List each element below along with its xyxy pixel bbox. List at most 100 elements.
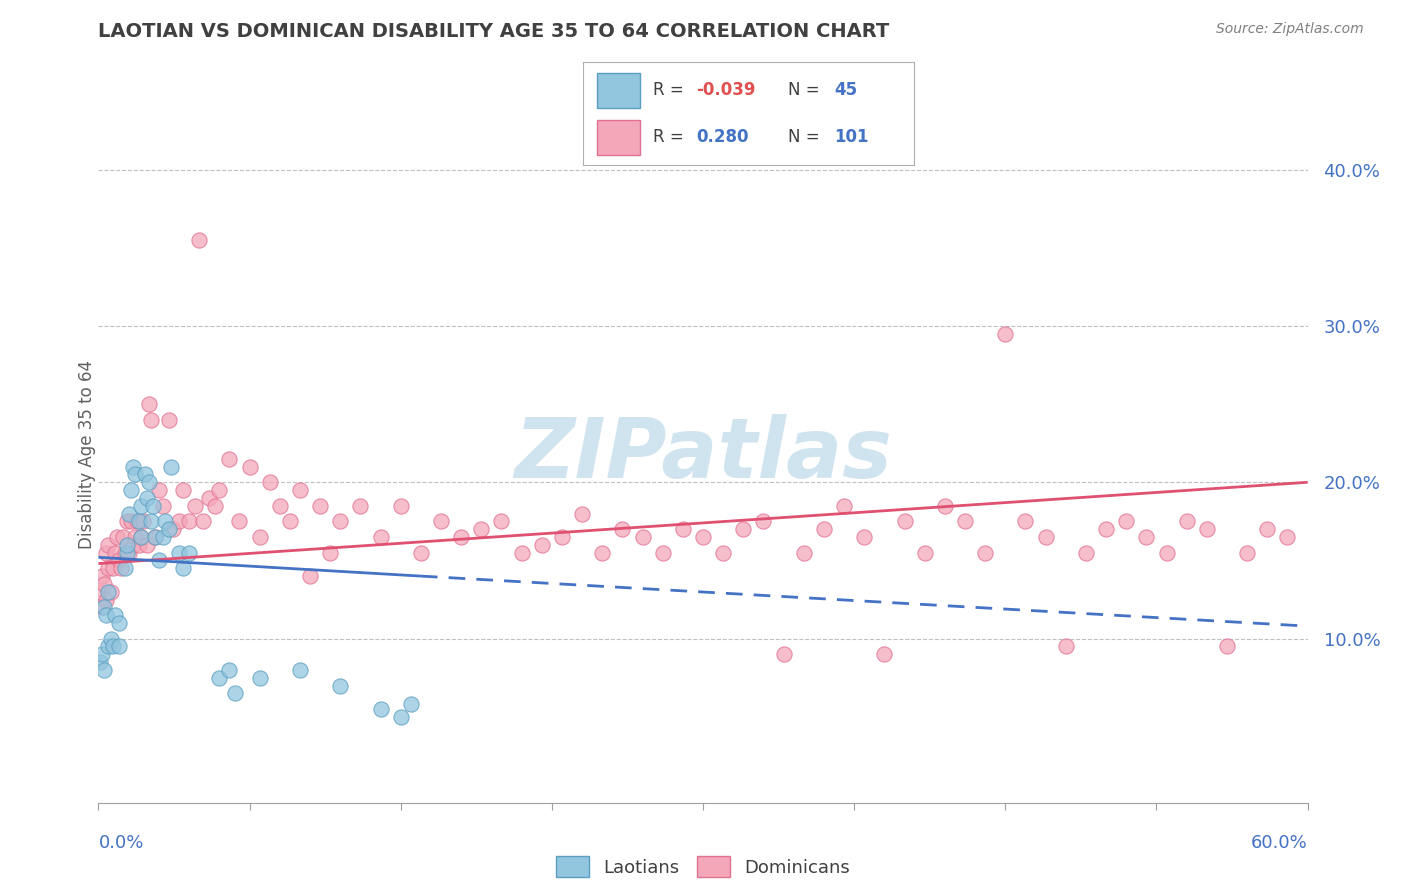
Point: [100, 584, 122, 599]
Point: [143, 530, 166, 544]
Point: [218, 663, 240, 677]
Point: [121, 538, 143, 552]
Text: 0.280: 0.280: [696, 128, 748, 146]
Point: [793, 546, 815, 560]
Point: [470, 522, 492, 536]
Point: [111, 530, 134, 544]
Point: [107, 615, 129, 630]
Point: [120, 514, 142, 528]
Point: [115, 546, 138, 560]
Text: N =: N =: [789, 81, 825, 99]
Point: [1156, 546, 1178, 560]
Point: [491, 514, 513, 528]
Point: [934, 499, 956, 513]
Text: ZIPatlas: ZIPatlas: [515, 415, 891, 495]
Point: [135, 538, 157, 552]
Point: [124, 467, 146, 482]
Point: [135, 491, 157, 505]
Point: [139, 413, 162, 427]
Point: [832, 499, 855, 513]
Point: [107, 553, 129, 567]
Point: [953, 514, 976, 528]
Point: [204, 499, 226, 513]
Point: [1236, 546, 1258, 560]
Point: [148, 553, 170, 567]
Point: [1277, 530, 1299, 544]
Point: [125, 514, 148, 528]
Point: [914, 546, 936, 560]
Point: [143, 530, 166, 544]
Point: [389, 499, 412, 513]
Point: [228, 514, 250, 528]
Point: [389, 710, 412, 724]
Point: [172, 561, 194, 575]
Point: [152, 499, 174, 513]
Point: [134, 467, 156, 482]
Point: [167, 514, 190, 528]
Point: [1115, 514, 1137, 528]
Text: R =: R =: [652, 128, 695, 146]
Point: [139, 514, 162, 528]
Point: [651, 546, 673, 560]
Point: [132, 514, 155, 528]
Point: [329, 679, 352, 693]
Point: [1054, 640, 1077, 654]
Point: [1035, 530, 1057, 544]
Point: [118, 507, 141, 521]
Point: [193, 514, 215, 528]
Point: [198, 491, 221, 505]
Point: [120, 483, 142, 497]
Text: 101: 101: [835, 128, 869, 146]
Point: [1074, 546, 1097, 560]
Point: [89, 584, 111, 599]
Point: [96, 592, 118, 607]
Y-axis label: Disability Age 35 to 64: Disability Age 35 to 64: [79, 360, 96, 549]
Point: [249, 671, 271, 685]
Point: [167, 546, 190, 560]
Point: [162, 522, 184, 536]
Point: [129, 499, 152, 513]
Point: [249, 530, 271, 544]
Point: [188, 233, 211, 247]
Point: [91, 569, 114, 583]
Point: [160, 459, 183, 474]
Point: [370, 530, 392, 544]
Point: [319, 546, 342, 560]
Point: [510, 546, 533, 560]
Text: N =: N =: [789, 128, 825, 146]
Point: [893, 514, 915, 528]
Point: [288, 483, 311, 497]
Point: [672, 522, 695, 536]
Point: [450, 530, 472, 544]
Point: [97, 561, 120, 575]
Point: [110, 561, 132, 575]
Point: [101, 561, 124, 575]
Point: [772, 647, 794, 661]
Point: [101, 640, 124, 654]
Point: [153, 514, 176, 528]
Point: [152, 530, 174, 544]
Point: [1095, 522, 1118, 536]
Point: [107, 640, 129, 654]
Point: [329, 514, 352, 528]
Point: [184, 499, 207, 513]
Point: [114, 561, 136, 575]
Point: [1175, 514, 1198, 528]
Point: [129, 530, 152, 544]
Point: [224, 686, 246, 700]
Text: Source: ZipAtlas.com: Source: ZipAtlas.com: [1216, 22, 1364, 37]
Point: [128, 514, 150, 528]
Point: [239, 459, 262, 474]
Point: [994, 326, 1017, 341]
Point: [288, 663, 311, 677]
Point: [711, 546, 734, 560]
Point: [97, 640, 120, 654]
Point: [103, 546, 125, 560]
Point: [631, 530, 654, 544]
Point: [91, 600, 114, 615]
Point: [1135, 530, 1157, 544]
Point: [115, 514, 138, 528]
Point: [157, 413, 180, 427]
Point: [1216, 640, 1239, 654]
Point: [100, 632, 122, 646]
